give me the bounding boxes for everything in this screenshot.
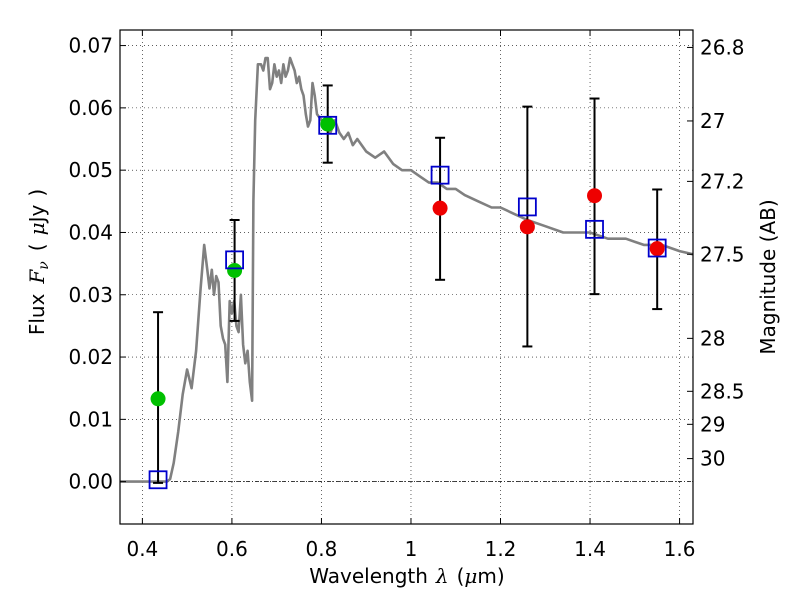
plot-area: [120, 56, 694, 490]
y-tick-label: 0.02: [68, 345, 113, 369]
observed-point-red: [587, 188, 603, 204]
observed-point-green: [320, 116, 336, 132]
magnitude-tick-label: 29: [700, 412, 725, 436]
magnitude-tick-label: 28: [700, 326, 725, 350]
x-axis-label-unit-rest: m): [477, 564, 504, 588]
y-tick-label: 0.07: [68, 34, 113, 58]
y-axis-label-unit-mu: μ: [25, 222, 49, 235]
model-band-square: [430, 165, 450, 185]
x-tick-label: 1.4: [574, 537, 606, 561]
x-tick-label: 1: [405, 537, 418, 561]
y-tick-label: 0.05: [68, 158, 113, 182]
y-axis-label-subscript: ν: [36, 261, 52, 270]
y-axis-label: Flux Fν ( μJy): [25, 189, 52, 335]
y-axis-label-unit-close: ): [25, 189, 49, 197]
y-tick-label: 0.06: [68, 96, 113, 120]
magnitude-tick-label: 30: [700, 447, 725, 471]
model-band-square: [225, 250, 245, 270]
y-tick-label: 0.03: [68, 283, 113, 307]
y-tick-label: 0.00: [68, 470, 113, 494]
grid: [120, 30, 693, 524]
observed-point-green: [150, 391, 166, 407]
axes-frame: [119, 29, 694, 525]
secondary-y-axis-label: Magnitude (AB): [756, 199, 780, 354]
x-axis-label-word: Wavelength: [309, 564, 428, 588]
y-tick-label: 0.01: [68, 407, 113, 431]
y-axis-label-symbol: F: [25, 269, 49, 285]
model-band-square: [647, 238, 667, 258]
observed-point-red: [649, 241, 665, 257]
x-tick-label: 0.4: [126, 537, 158, 561]
magnitude-tick-label: 27.2: [700, 169, 745, 193]
magnitude-tick-label: 27.5: [700, 242, 745, 266]
model-spectrum-line: [120, 56, 694, 483]
x-axis-label-unit-open: (: [457, 564, 465, 588]
observed-point-red: [432, 200, 448, 216]
y-axis-label-unit-rest: Jy: [25, 204, 49, 224]
y-axis-label-word: Flux: [25, 293, 49, 335]
x-tick-label: 1.2: [485, 537, 517, 561]
magnitude-tick-label: 26.8: [700, 35, 745, 59]
x-axis-label-unit-mu: μ: [464, 564, 477, 588]
ticks: 0.4 0.6 0.8 1 1.2 1.4 1.6 0.00 0.01 0.02 0.03 0.04 0…: [68, 30, 745, 561]
x-tick-label: 0.6: [216, 537, 248, 561]
model-band-square: [148, 470, 168, 490]
x-axis-label: Wavelength λ (μm): [309, 564, 504, 588]
x-axis-label-symbol: λ: [435, 564, 449, 588]
observed-point-green: [227, 262, 243, 278]
magnitude-tick-label: 27: [700, 109, 725, 133]
model-band-square: [585, 219, 604, 239]
magnitude-tick-label: 28.5: [700, 379, 745, 403]
x-tick-label: 1.6: [664, 537, 696, 561]
model-band-square: [318, 115, 338, 135]
model-band-square: [517, 197, 537, 217]
y-axis-label-unit-open: (: [25, 243, 49, 251]
y-tick-label: 0.04: [68, 220, 113, 244]
x-tick-label: 0.8: [306, 537, 338, 561]
observed-point-red: [519, 219, 535, 235]
